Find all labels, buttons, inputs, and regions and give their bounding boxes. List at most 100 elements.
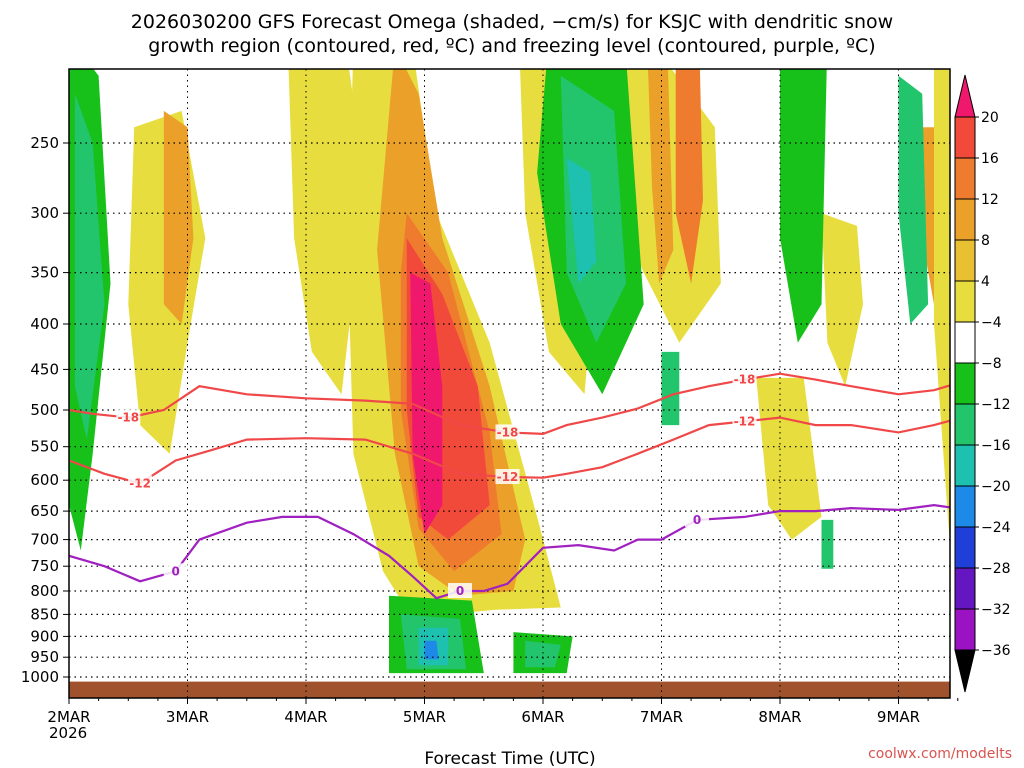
colorbar-label-1: 16	[981, 151, 999, 167]
colorbar-bin-11	[954, 567, 976, 610]
contour-label--18: -18	[497, 425, 519, 439]
x-tick-sublabel-2MAR: 2026	[49, 724, 87, 742]
omega-region-11-bin-8	[648, 69, 674, 284]
contour-label-bg	[448, 583, 472, 598]
omega-region-7-bin-4	[288, 69, 366, 395]
colorbar-label-5: −4	[981, 315, 1002, 331]
colorbar-bin-8	[954, 444, 976, 487]
y-tick-label-800: 800	[30, 582, 59, 600]
y-tick-label-950: 950	[30, 648, 59, 666]
y-tick-label-650: 650	[30, 502, 59, 520]
omega-region-21-bin--4	[780, 69, 827, 343]
colorbar-label-6: −8	[981, 356, 1002, 372]
colorbar-label-9: −20	[981, 479, 1011, 495]
y-axis: 250 300 350 400 450 500 550 600 650 700 750 800 850 9…	[21, 134, 69, 686]
contour-label-0: 0	[693, 513, 701, 527]
contour-label--12: -12	[129, 476, 151, 490]
colorbar-label-10: −24	[981, 520, 1011, 536]
contour-label--18: -18	[117, 411, 139, 425]
ground-layer	[69, 681, 950, 698]
contour-label--12: -12	[734, 414, 756, 428]
ground-band	[69, 681, 950, 698]
contour-label-0: 0	[172, 564, 180, 578]
contour-line--12	[69, 416, 950, 485]
omega-region-30-bin--8	[821, 519, 834, 569]
plot-frame	[68, 68, 951, 699]
colorbar-label-11: −28	[981, 561, 1011, 577]
omega-region-28-bin--8	[525, 640, 561, 668]
contour-line--18	[69, 372, 950, 436]
contour-label-bg	[685, 511, 709, 527]
y-tick-label-550: 550	[30, 438, 59, 456]
x-tick-label-4MAR: 4MAR	[284, 708, 327, 726]
colorbar-label-13: −36	[981, 643, 1011, 659]
y-tick-label-850: 850	[30, 605, 59, 623]
contour-label-bg	[495, 424, 520, 440]
colorbar-bin-7	[954, 403, 976, 446]
omega-region-19-bin--8	[560, 75, 626, 343]
contours: -18 -18 -18 -12 -12 -12 0 0 0	[69, 371, 950, 600]
contour-line-0	[69, 503, 950, 600]
x-tick-label-3MAR: 3MAR	[166, 708, 209, 726]
colorbar: 20 16 12 8 4 −4 −8 −12 −16 −20 −24 −28 −32 −36	[954, 74, 1011, 693]
contour-label-0: 0	[456, 584, 464, 598]
colorbar-bin-0	[954, 116, 976, 159]
y-tick-label-350: 350	[30, 264, 59, 282]
contour-label--18: -18	[734, 373, 756, 387]
colorbar-label-12: −32	[981, 602, 1011, 618]
chart-title-line1: 2026030200 GFS Forecast Omega (shaded, −…	[131, 11, 893, 33]
colorbar-bin-4	[954, 280, 976, 323]
colorbar-bin-5	[954, 321, 976, 364]
colorbar-label-8: −16	[981, 438, 1011, 454]
omega-region-20-bin--12	[566, 158, 597, 284]
y-tick-label-300: 300	[30, 204, 59, 222]
chart-title-line2: growth region (contoured, red, ºC) and f…	[148, 35, 875, 57]
y-tick-label-400: 400	[30, 315, 59, 333]
colorbar-bin-10	[954, 526, 976, 569]
x-tick-label-5MAR: 5MAR	[403, 708, 446, 726]
credit-text: coolwx.com/modelts	[868, 746, 1012, 762]
contour-label-bg	[128, 475, 153, 491]
y-tick-label-900: 900	[30, 627, 59, 645]
omega-shading	[69, 69, 950, 674]
omega-region-13-bin-4	[821, 213, 863, 387]
contour-label-bg	[163, 563, 188, 579]
colorbar-label-7: −12	[981, 397, 1011, 413]
x-tick-label-7MAR: 7MAR	[640, 708, 683, 726]
colorbar-label-3: 8	[981, 233, 990, 249]
colorbar-bin-6	[954, 362, 976, 405]
y-tick-label-1000: 1000	[21, 668, 59, 686]
y-tick-label-600: 600	[30, 471, 59, 489]
colorbar-label-0: 20	[981, 110, 999, 126]
colorbar-top-arrow	[954, 74, 976, 118]
colorbar-bottom-arrow	[954, 649, 976, 693]
contour-label--12: -12	[497, 470, 519, 484]
colorbar-bin-9	[954, 485, 976, 528]
plot-area: -18 -18 -18 -12 -12 -12 0 0 0	[68, 68, 951, 699]
y-tick-label-500: 500	[30, 401, 59, 419]
contour-label-bg	[495, 469, 520, 484]
omega-region-15-bin-4	[934, 69, 950, 547]
gridlines	[69, 69, 950, 698]
omega-region-22-bin--8	[898, 75, 929, 324]
y-tick-label-700: 700	[30, 531, 59, 549]
y-tick-label-750: 750	[30, 557, 59, 575]
x-tick-label-8MAR: 8MAR	[758, 708, 801, 726]
colorbar-label-4: 4	[981, 274, 990, 290]
y-tick-label-250: 250	[30, 134, 59, 152]
colorbar-bin-3	[954, 239, 976, 282]
omega-region-17-bin--8	[74, 93, 105, 440]
colorbar-bin-1	[954, 157, 976, 200]
omega-region-4-bin-20	[410, 272, 443, 535]
colorbar-bin-12	[954, 608, 976, 651]
contour-label-bg	[732, 371, 757, 387]
colorbar-bin-2	[954, 198, 976, 241]
colorbar-label-2: 12	[981, 192, 999, 208]
x-tick-label-2MAR: 2MAR	[47, 708, 90, 726]
omega-region-6-bin-8	[163, 110, 194, 325]
omega-region-29-bin--8	[661, 351, 680, 426]
x-axis-label: Forecast Time (UTC)	[424, 749, 595, 768]
omega-region-26-bin--16	[424, 640, 439, 660]
y-tick-label-450: 450	[30, 360, 59, 378]
